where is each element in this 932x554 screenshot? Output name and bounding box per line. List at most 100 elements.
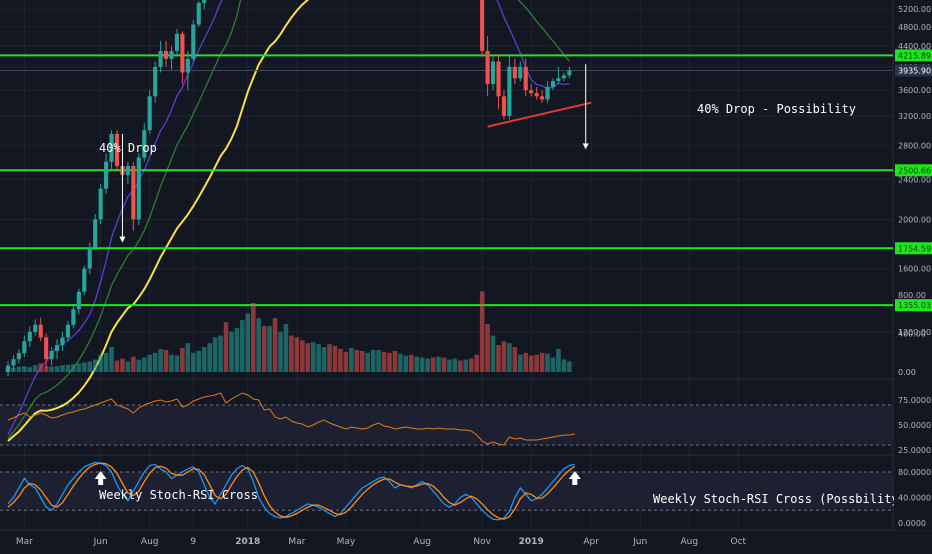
- volume-bar: [430, 357, 436, 372]
- volume-bar: [452, 358, 458, 372]
- volume-bar: [207, 343, 212, 372]
- time-tick-label: Aug: [413, 537, 431, 547]
- volume-bar: [22, 366, 27, 372]
- volume-bar: [414, 356, 420, 372]
- volume-bar: [60, 365, 65, 372]
- stoch-band-fill: [0, 472, 893, 511]
- volume-bar: [82, 362, 87, 372]
- volume-bar: [185, 343, 191, 372]
- volume-bar: [463, 359, 469, 372]
- volume-bar: [321, 347, 327, 372]
- candle-body: [136, 157, 141, 220]
- candle-body: [540, 96, 545, 100]
- candle-body: [550, 81, 556, 88]
- level-price-tag: [895, 299, 932, 312]
- candle-body: [49, 351, 54, 360]
- volume-tick-label: 400.00: [898, 330, 926, 339]
- volume-bar: [27, 367, 33, 372]
- drop-arrow-head: [582, 143, 589, 150]
- candle-body: [54, 345, 60, 352]
- volume-bar: [294, 337, 300, 372]
- rsi-layer: [7, 392, 575, 446]
- volume-bar: [245, 313, 251, 372]
- volume-bar: [250, 302, 256, 372]
- volume-bar: [43, 366, 49, 372]
- candle-body: [485, 51, 490, 85]
- candle-body: [131, 166, 136, 220]
- volume-bar: [507, 343, 512, 372]
- candle-body: [180, 33, 185, 73]
- candle-body: [87, 247, 92, 269]
- annotation-stoch-cross: Weekly Stoch-RSI Cross: [99, 488, 258, 502]
- volume-bar: [201, 347, 207, 372]
- volume-bar: [11, 367, 16, 372]
- stoch-tick-label: 0.0000: [898, 519, 926, 528]
- stoch-rsi-layer: [7, 461, 576, 521]
- rsi-tick-label: 50.0000: [898, 421, 931, 430]
- candle-body: [174, 33, 180, 52]
- candle-body: [114, 133, 120, 167]
- volume-bar: [425, 358, 430, 372]
- candle-body: [22, 341, 27, 354]
- candle-body: [109, 133, 114, 162]
- candle-body: [65, 324, 71, 338]
- volume-bar: [419, 357, 425, 372]
- candle-body: [196, 2, 201, 25]
- volume-bar: [556, 348, 561, 372]
- candle-body: [44, 337, 49, 360]
- volume-bar: [240, 320, 245, 372]
- volume-bar: [490, 335, 496, 372]
- candle-body: [185, 58, 190, 73]
- time-tick-label: 2019: [519, 537, 544, 547]
- volume-bar: [218, 335, 223, 372]
- time-tick-label: 9: [190, 537, 196, 547]
- volume-bar: [278, 331, 283, 372]
- volume-bar: [376, 349, 381, 372]
- volume-bar: [365, 352, 370, 372]
- volume-bar: [539, 352, 545, 372]
- candle-body: [169, 51, 174, 59]
- candle-body: [38, 324, 43, 338]
- volume-bar: [338, 348, 343, 372]
- volume-bar: [310, 342, 316, 372]
- volume-bar: [349, 348, 354, 372]
- candle-body: [98, 188, 103, 220]
- volume-bar: [261, 325, 267, 372]
- price-tick-label: 2000.00: [898, 215, 931, 224]
- volume-bar: [234, 327, 240, 372]
- volume-bar: [223, 322, 229, 372]
- pane-separators: [0, 0, 932, 531]
- level-price-label: 1355.03: [898, 301, 931, 310]
- volume-bar: [131, 356, 136, 372]
- volume-bar: [163, 349, 169, 372]
- volume-bar: [409, 354, 414, 372]
- last-price-tag: [895, 64, 932, 77]
- volume-bar: [196, 350, 202, 372]
- price-tick-label: 1600.00: [898, 265, 931, 274]
- volume-bar: [49, 366, 54, 372]
- price-tick-label: 5200.00: [898, 5, 931, 14]
- volume-bar: [272, 318, 278, 372]
- candle-body: [163, 51, 169, 59]
- volume-bar: [528, 355, 534, 372]
- rsi-band-fill: [0, 405, 893, 445]
- candle-body: [82, 268, 87, 292]
- volume-bar: [103, 352, 109, 372]
- price-tick-label: 2800.00: [898, 141, 931, 150]
- volume-bar: [392, 350, 398, 372]
- candle-body: [480, 0, 485, 52]
- time-tick-label: Oct: [731, 537, 747, 547]
- candle-body: [523, 66, 528, 91]
- price-tick-label: 1200.00: [898, 328, 931, 337]
- annotation-layer: 40% Drop 40% Drop - Possibility Weekly S…: [94, 64, 906, 506]
- volume-bar: [567, 361, 572, 372]
- annotation-stoch-cross-possibility: Weekly Stoch-RSI Cross (Possbility): [653, 492, 906, 506]
- stoch-d-line: [7, 462, 576, 520]
- moving-average-10: [7, 0, 570, 436]
- volume-bar: [447, 359, 452, 372]
- time-tick-label: 2018: [235, 537, 260, 547]
- volume-bar: [381, 351, 387, 372]
- candle-body: [93, 219, 98, 248]
- horizontal-level-layer: [0, 54, 893, 307]
